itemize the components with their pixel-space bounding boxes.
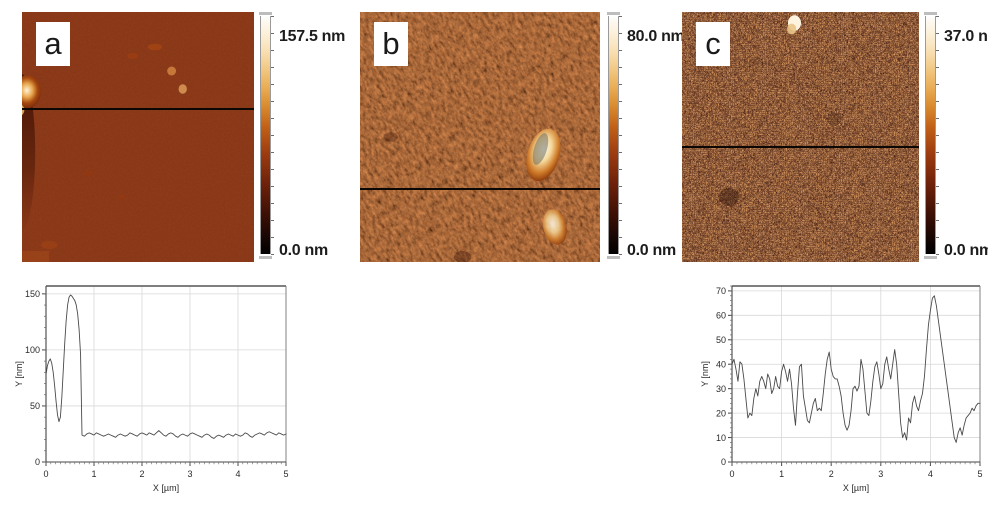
colorbar-cap-bottom-b xyxy=(607,256,620,259)
scan-line-c xyxy=(682,146,919,148)
afm-texture-a xyxy=(22,12,254,262)
svg-text:3: 3 xyxy=(878,469,883,479)
svg-text:50: 50 xyxy=(30,401,40,411)
svg-text:X [µm]: X [µm] xyxy=(843,483,869,493)
plot-area-a: 0 50 100 150 0 1 2 3 4 5 X [µm] Y [nm] xyxy=(14,285,289,493)
svg-text:4: 4 xyxy=(235,469,240,479)
afm-image-a[interactable]: a xyxy=(22,12,254,262)
colorbar-gradient-c xyxy=(925,16,936,254)
panel-letter-c: c xyxy=(696,22,730,66)
svg-text:Y [nm]: Y [nm] xyxy=(14,361,24,387)
colorbar-cap-bottom-c xyxy=(924,256,937,259)
svg-text:50: 50 xyxy=(716,335,726,345)
colorbar-max-label-a: 157.5 nm xyxy=(279,28,346,45)
colorbar-cap-bottom-a xyxy=(259,256,272,259)
panel-b: b 80.0 nm 0.0 nm 0 10 20 30 40 50 60 70 0 1 2 3 4 5 X … xyxy=(340,0,983,514)
colorbar-ticks-c xyxy=(936,16,941,255)
svg-text:40: 40 xyxy=(716,359,726,369)
colorbar-min-label-b: 0.0 nm xyxy=(627,242,676,259)
colorbar-max-label-c: 37.0 nm xyxy=(944,28,988,45)
panel-c: c 37.0 nm 0.0 nm 0 10 20 30 0 1 2 3 4 5 X [µm] Y [n… xyxy=(670,0,988,514)
svg-text:1: 1 xyxy=(91,469,96,479)
svg-text:2: 2 xyxy=(139,469,144,479)
colorbar-cap-top-a xyxy=(259,12,272,15)
svg-text:100: 100 xyxy=(25,345,40,355)
profile-chart-b: 0 10 20 30 40 50 60 70 0 1 2 3 4 5 X [µm] Y [nm] xyxy=(700,285,983,493)
svg-text:0: 0 xyxy=(729,469,734,479)
profile-plot-a[interactable]: 0 50 100 150 0 1 2 3 4 5 X [µm] Y [nm] xyxy=(6,274,296,506)
colorbar-cap-top-c xyxy=(924,12,937,15)
colorbar-gradient-b xyxy=(608,16,619,254)
colorbar-min-label-c: 0.0 nm xyxy=(944,242,988,259)
svg-text:5: 5 xyxy=(977,469,982,479)
plot-area-b: 0 10 20 30 40 50 60 70 0 1 2 3 4 5 X [µm] Y [nm] xyxy=(700,285,983,493)
scan-line-b xyxy=(360,188,600,190)
svg-text:10: 10 xyxy=(716,433,726,443)
svg-text:60: 60 xyxy=(716,311,726,321)
profile-chart-a: 0 50 100 150 0 1 2 3 4 5 X [µm] Y [nm] xyxy=(14,285,289,493)
svg-text:20: 20 xyxy=(716,408,726,418)
svg-text:30: 30 xyxy=(716,384,726,394)
colorbar-ticks-b xyxy=(619,16,624,255)
profile-plot-b[interactable]: 0 10 20 30 40 50 60 70 0 1 2 3 4 5 X [µm] Y [nm] xyxy=(692,274,988,506)
svg-text:0: 0 xyxy=(721,457,726,467)
afm-texture-b xyxy=(360,12,600,262)
panel-letter-a: a xyxy=(36,22,70,66)
colorbar-gradient-a xyxy=(260,16,271,254)
scan-line-a xyxy=(22,108,254,110)
colorbar-ticks-a xyxy=(271,16,276,255)
panel-a: a 157.5 nm 0.0 nm 0 50 100 150 0 1 2 3 4 5 X [µm] Y… xyxy=(0,0,345,514)
afm-image-c[interactable]: c xyxy=(682,12,919,262)
svg-text:X [µm]: X [µm] xyxy=(153,483,179,493)
svg-text:1: 1 xyxy=(779,469,784,479)
afm-surface-a xyxy=(22,12,254,262)
svg-text:5: 5 xyxy=(283,469,288,479)
svg-text:0: 0 xyxy=(43,469,48,479)
svg-text:2: 2 xyxy=(829,469,834,479)
svg-text:3: 3 xyxy=(187,469,192,479)
svg-text:70: 70 xyxy=(716,286,726,296)
svg-text:0: 0 xyxy=(35,457,40,467)
colorbar-cap-top-b xyxy=(607,12,620,15)
afm-surface-b xyxy=(360,12,600,262)
panel-letter-b: b xyxy=(374,22,408,66)
svg-text:150: 150 xyxy=(25,289,40,299)
colorbar-min-label-a: 0.0 nm xyxy=(279,242,328,259)
colorbar-max-label-b: 80.0 nm xyxy=(627,28,685,45)
svg-text:Y [nm]: Y [nm] xyxy=(700,361,710,387)
afm-image-b[interactable]: b xyxy=(360,12,600,262)
svg-text:4: 4 xyxy=(928,469,933,479)
